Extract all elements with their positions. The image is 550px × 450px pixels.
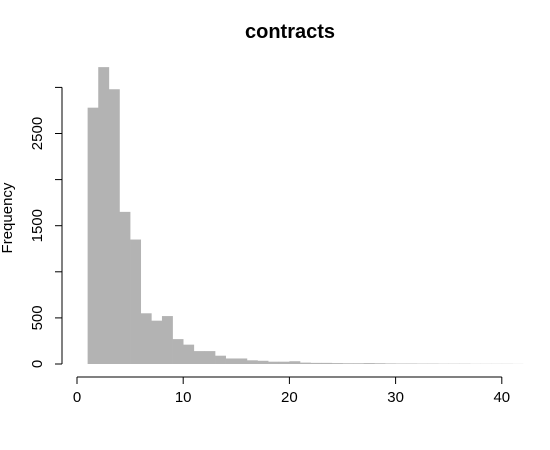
y-axis-label: Frequency [0, 182, 16, 253]
histogram-bar [300, 362, 311, 364]
histogram-bar [374, 363, 386, 364]
x-axis: 0 10 20 30 40 [73, 376, 510, 406]
histogram-bar [268, 361, 280, 364]
histogram-bar [384, 363, 396, 364]
histogram-bar [331, 363, 343, 364]
x-tick-label: 0 [73, 389, 81, 406]
histogram-bar [140, 313, 152, 364]
histogram-bar [342, 363, 354, 364]
histogram-bar [225, 358, 237, 364]
y-tick-label: 0 [29, 360, 46, 368]
histogram-bar [321, 362, 333, 364]
x-tick-label: 10 [175, 389, 192, 406]
histogram-bar [363, 363, 375, 364]
histogram-bar [151, 320, 163, 364]
histogram-bar [161, 316, 173, 364]
histogram-bar [183, 344, 195, 364]
histogram-bar [172, 339, 184, 364]
histogram-bar [98, 67, 110, 365]
histogram-bar [310, 362, 322, 364]
y-axis: 0 500 1500 2500 [29, 86, 63, 368]
y-tick-label: 500 [29, 305, 46, 330]
histogram-bars [87, 67, 524, 365]
histogram-bar [119, 211, 131, 364]
histogram-bar [108, 89, 120, 365]
histogram-bar [246, 360, 258, 364]
histogram-bar [278, 361, 290, 364]
chart-title: contracts [245, 21, 335, 43]
histogram-bar [257, 360, 269, 364]
histogram-bar [353, 363, 365, 364]
histogram-bar [130, 239, 142, 364]
histogram-bar [215, 355, 226, 364]
histogram-bar [236, 358, 248, 364]
x-tick-label: 30 [387, 389, 404, 406]
x-tick-label: 20 [281, 389, 298, 406]
histogram-bar [87, 107, 99, 365]
histogram-bar [204, 351, 216, 364]
histogram-bar [193, 351, 205, 364]
x-tick-label: 40 [493, 389, 510, 406]
histogram-bar [289, 361, 301, 364]
y-tick-label: 2500 [29, 117, 46, 150]
y-tick-label: 1500 [29, 209, 46, 242]
